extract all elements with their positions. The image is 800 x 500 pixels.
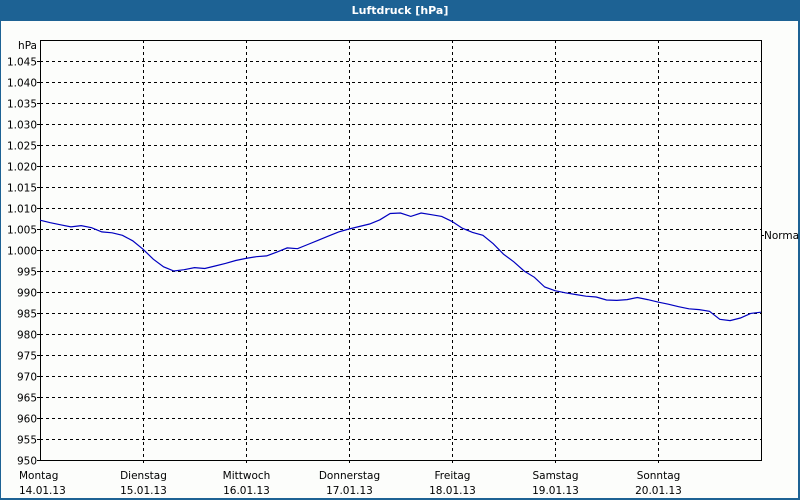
x-tick-date: 15.01.13 [120, 485, 167, 497]
x-tick-date: 14.01.13 [19, 485, 66, 497]
y-tick-label: 1.025 [7, 141, 37, 153]
x-tick-date: 16.01.13 [223, 485, 270, 497]
y-tick-label: 990 [17, 288, 37, 300]
y-tick-label: 1.005 [7, 225, 37, 237]
x-tick-day: Samstag [532, 470, 578, 482]
pressure-line [39, 212, 762, 322]
y-tick-label: 975 [17, 351, 37, 363]
y-tick-label: 955 [17, 435, 37, 447]
y-tick-label: 1.030 [7, 120, 37, 132]
plot-frame [40, 40, 762, 461]
y-tick-label: 1.010 [7, 204, 37, 216]
x-tick-date: 18.01.13 [429, 485, 476, 497]
y-tick-label: 1.020 [7, 162, 37, 174]
y-tick-label: 980 [17, 330, 37, 342]
x-tick-day: Freitag [435, 470, 471, 482]
y-tick-label: 1.035 [7, 99, 37, 111]
y-tick-label: 950 [17, 456, 37, 468]
y-tick-label: 960 [17, 414, 37, 426]
y-axis-unit: hPa [18, 40, 37, 52]
x-tick-day: Mittwoch [223, 470, 271, 482]
y-tick-label: 1.000 [7, 246, 37, 258]
y-tick-label: 985 [17, 309, 37, 321]
y-tick-label: 1.015 [7, 183, 37, 195]
y-tick-label: 1.045 [7, 57, 37, 69]
y-tick-label: 995 [17, 267, 37, 279]
x-tick-day: Donnerstag [319, 470, 380, 482]
x-tick-day: Montag [19, 470, 58, 482]
x-tick-date: 19.01.13 [532, 485, 579, 497]
reference-label: Normal [764, 230, 800, 242]
y-tick-label: 970 [17, 372, 37, 384]
x-tick-date: 17.01.13 [326, 485, 373, 497]
x-tick-date: 20.01.13 [635, 485, 682, 497]
axes: 1.045 1.040 1.035 1.030 1.025 1.020 1.015 1.010… [7, 40, 800, 497]
y-tick-label: 1.040 [7, 78, 37, 90]
grid [40, 40, 761, 463]
chart-title: Luftdruck [hPa] [0, 0, 800, 21]
x-tick-day: Sonntag [637, 470, 681, 482]
y-tick-label: 965 [17, 393, 37, 405]
x-tick-day: Dienstag [120, 470, 167, 482]
